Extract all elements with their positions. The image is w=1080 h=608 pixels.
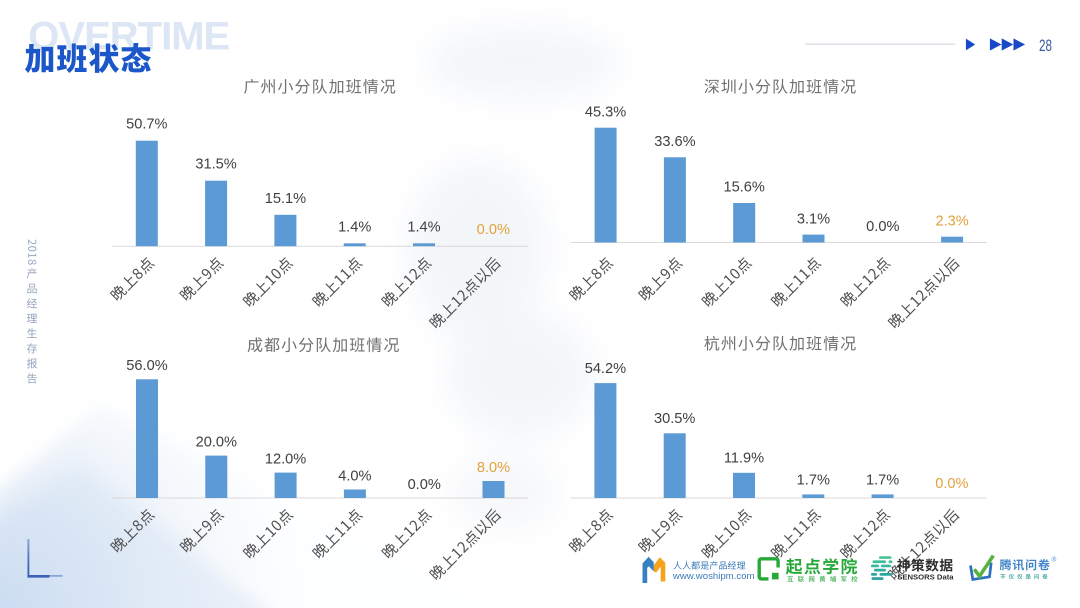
svg-text:15.1%: 15.1% — [265, 191, 306, 207]
svg-text:OVERTIME: OVERTIME — [28, 14, 229, 58]
svg-text:20.0%: 20.0% — [196, 434, 237, 450]
svg-text:www.woshipm.com: www.woshipm.com — [672, 571, 755, 582]
svg-text:54.2%: 54.2% — [585, 361, 626, 377]
svg-text:0.0%: 0.0% — [477, 222, 510, 238]
svg-text:56.0%: 56.0% — [126, 358, 167, 374]
svg-text:1.4%: 1.4% — [338, 219, 371, 235]
svg-text:SENSORS Data: SENSORS Data — [897, 573, 954, 582]
svg-text:15.6%: 15.6% — [724, 180, 765, 196]
svg-text:1.4%: 1.4% — [407, 219, 440, 235]
svg-text:0.0%: 0.0% — [935, 476, 968, 492]
svg-text:31.5%: 31.5% — [195, 157, 236, 173]
svg-text:4.0%: 4.0% — [338, 468, 371, 484]
svg-text:45.3%: 45.3% — [585, 104, 626, 120]
svg-text:30.5%: 30.5% — [654, 411, 695, 427]
svg-text:3.1%: 3.1% — [797, 211, 830, 227]
svg-text:8.0%: 8.0% — [477, 460, 510, 476]
svg-text:0.0%: 0.0% — [866, 219, 899, 235]
svg-text:1.7%: 1.7% — [797, 472, 830, 488]
svg-text:®: ® — [1052, 556, 1057, 564]
svg-text:2.3%: 2.3% — [935, 213, 968, 229]
svg-text:11.9%: 11.9% — [724, 451, 764, 467]
svg-text:50.7%: 50.7% — [126, 117, 167, 133]
svg-text:0.0%: 0.0% — [408, 477, 441, 493]
svg-text:12.0%: 12.0% — [265, 451, 306, 467]
svg-text:28: 28 — [1039, 37, 1052, 55]
svg-text:1.7%: 1.7% — [866, 472, 899, 488]
svg-text:33.6%: 33.6% — [654, 134, 695, 150]
